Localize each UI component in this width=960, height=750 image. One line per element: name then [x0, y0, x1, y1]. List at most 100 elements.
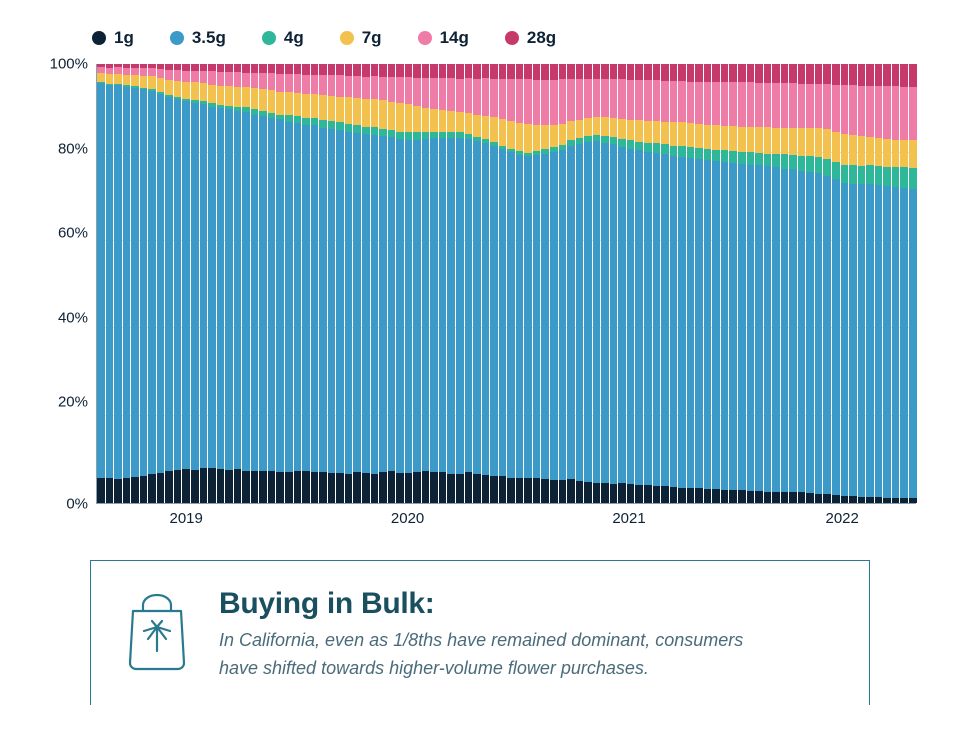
bar-segment — [405, 132, 413, 140]
callout-box: Buying in Bulk: In California, even as 1… — [90, 560, 870, 705]
bar-column — [789, 64, 797, 503]
bar-segment — [806, 84, 814, 128]
bar-column — [738, 64, 746, 503]
bar-segment — [772, 492, 780, 503]
bar-segment — [747, 64, 755, 82]
bar-segment — [259, 89, 267, 111]
bar-segment — [353, 64, 361, 76]
bar-segment — [430, 78, 438, 109]
bar-segment — [430, 472, 438, 503]
bar-segment — [114, 67, 122, 74]
bar-segment — [883, 167, 891, 187]
bar-segment — [806, 493, 814, 503]
bar-column — [362, 64, 370, 503]
bar-segment — [653, 486, 661, 503]
bar-segment — [106, 85, 114, 478]
bar-segment — [678, 157, 686, 488]
bar-column — [123, 64, 131, 503]
bar-column — [182, 64, 190, 503]
y-axis: 100%80%60%40%20%0% — [44, 64, 96, 504]
bar-segment — [148, 68, 156, 76]
bar-segment — [276, 472, 284, 503]
bar-column — [584, 64, 592, 503]
bar-segment — [601, 143, 609, 483]
bar-segment — [371, 76, 379, 99]
bar-segment — [576, 64, 584, 79]
bar-column — [687, 64, 695, 503]
bar-segment — [900, 167, 908, 188]
bar-segment — [234, 469, 242, 503]
bar-segment — [353, 472, 361, 503]
bar-segment — [396, 103, 404, 131]
bar-segment — [635, 120, 643, 142]
bar-column — [234, 64, 242, 503]
bar-segment — [738, 64, 746, 82]
bar-segment — [140, 89, 148, 475]
bar-segment — [687, 147, 695, 158]
bar-segment — [405, 473, 413, 503]
bar-segment — [302, 64, 310, 74]
bar-column — [900, 64, 908, 503]
x-tick: 2021 — [612, 510, 645, 527]
bar-segment — [362, 77, 370, 99]
bar-segment — [268, 471, 276, 503]
bar-segment — [251, 88, 259, 109]
bar-segment — [721, 126, 729, 151]
bar-segment — [388, 102, 396, 130]
bar-segment — [738, 82, 746, 126]
bar-segment — [909, 189, 917, 498]
bar-segment — [541, 479, 549, 503]
bar-segment — [593, 483, 601, 503]
bar-column — [806, 64, 814, 503]
bar-segment — [653, 80, 661, 121]
bar-segment — [832, 495, 840, 503]
bar-segment — [447, 78, 455, 111]
bar-segment — [567, 64, 575, 79]
bar-segment — [909, 140, 917, 168]
bar-segment — [311, 94, 319, 118]
bar-segment — [593, 135, 601, 142]
bar-segment — [294, 93, 302, 117]
bar-column — [422, 64, 430, 503]
bar-column — [106, 64, 114, 503]
legend-label: 1g — [114, 28, 134, 48]
bar-column — [345, 64, 353, 503]
bar-segment — [131, 477, 139, 503]
bar-segment — [712, 125, 720, 150]
bar-column — [97, 64, 105, 503]
bar-segment — [576, 481, 584, 503]
bar-segment — [371, 474, 379, 503]
bar-segment — [507, 79, 515, 121]
bar-segment — [841, 64, 849, 85]
bar-segment — [353, 98, 361, 125]
bar-segment — [405, 77, 413, 104]
bar-segment — [704, 149, 712, 160]
bar-segment — [678, 64, 686, 81]
bar-segment — [729, 126, 737, 151]
bar-segment — [336, 473, 344, 503]
bar-column — [875, 64, 883, 503]
y-tick: 40% — [58, 309, 88, 326]
bar-segment — [439, 78, 447, 110]
bar-segment — [678, 146, 686, 157]
legend-item: 3.5g — [170, 28, 226, 48]
bar-column — [798, 64, 806, 503]
bar-column — [285, 64, 293, 503]
bar-segment — [764, 166, 772, 491]
bar-segment — [516, 64, 524, 79]
bar-segment — [806, 172, 814, 493]
bar-segment — [225, 109, 233, 469]
bar-segment — [653, 143, 661, 153]
legend-item: 14g — [418, 28, 469, 48]
bar-segment — [875, 497, 883, 503]
bar-segment — [858, 166, 866, 184]
bar-segment — [345, 97, 353, 124]
bar-segment — [747, 491, 755, 503]
bar-segment — [883, 139, 891, 167]
bar-segment — [815, 157, 823, 174]
bar-segment — [755, 127, 763, 153]
bar-segment — [225, 72, 233, 86]
bar-segment — [601, 64, 609, 79]
bar-segment — [781, 128, 789, 155]
bar-segment — [909, 168, 917, 189]
